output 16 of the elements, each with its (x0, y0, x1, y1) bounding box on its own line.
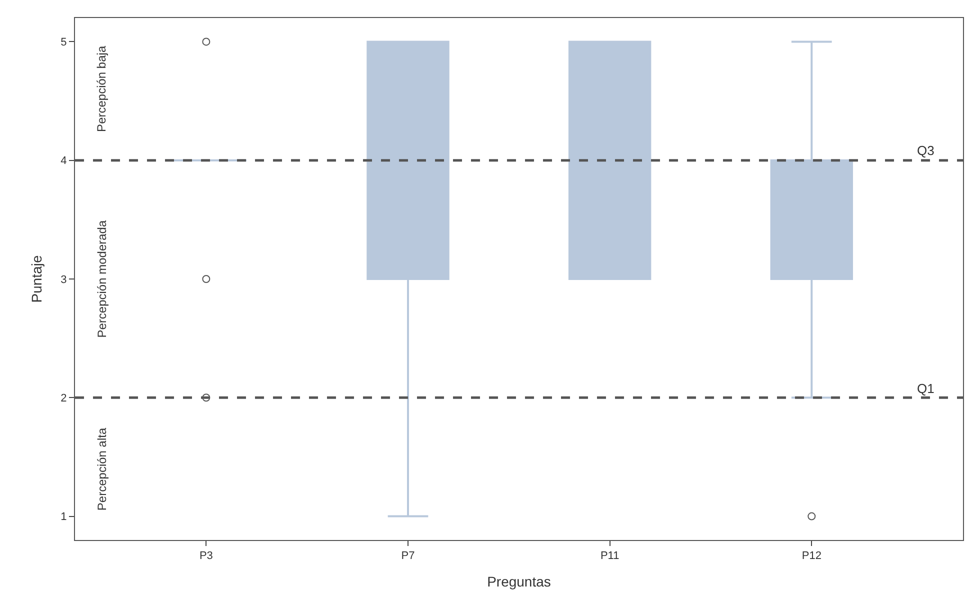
y-tick-label: 4 (60, 155, 67, 168)
ref-line-label: Q3 (917, 143, 934, 158)
x-tick-label: P7 (401, 550, 415, 562)
y-tick-label: 1 (60, 511, 67, 524)
x-tick-label: P11 (600, 550, 620, 562)
x-tick-label: P3 (199, 550, 213, 562)
x-axis-title: Preguntas (487, 574, 551, 590)
y-tick-label: 5 (60, 36, 67, 49)
annotation: Percepción baja (94, 46, 109, 132)
annotation: Percepción alta (94, 428, 109, 511)
annotation: Percepción moderada (94, 220, 109, 338)
ref-line-label: Q1 (917, 381, 934, 396)
x-tick-label: P12 (802, 550, 822, 562)
y-tick-label: 2 (60, 392, 67, 404)
y-tick-label: 3 (60, 274, 67, 286)
y-axis-title: Puntaje (28, 255, 44, 303)
